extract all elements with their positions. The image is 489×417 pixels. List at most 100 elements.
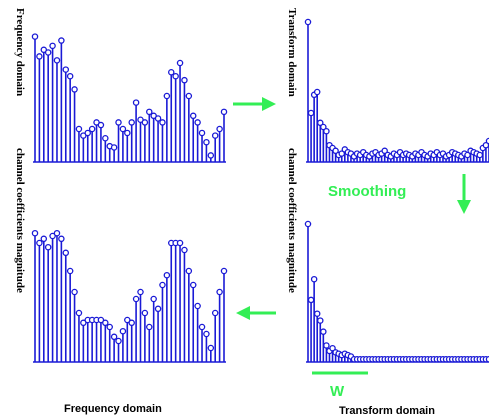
stem-marker: [159, 119, 166, 126]
stem-marker: [198, 323, 206, 331]
stem-marker: [141, 309, 149, 317]
stem-marker: [97, 121, 105, 129]
stem-marker: [146, 108, 153, 116]
stem-marker: [185, 267, 193, 275]
stem-marker: [53, 57, 61, 64]
left-vertical-label-bottom: channel coefficients magnitude: [14, 148, 26, 293]
stem-marker: [181, 76, 188, 84]
stem-marker: [58, 37, 65, 44]
stem-marker: [198, 129, 206, 137]
stem-marker: [207, 152, 215, 159]
right-vertical-label-bottom: channel coefficients magnitude: [286, 148, 298, 293]
stem-marker: [71, 86, 78, 93]
stem-plot-frequency-domain-original: [31, 33, 228, 163]
stem-marker: [220, 267, 228, 275]
stem-marker: [189, 281, 197, 289]
stem-marker: [146, 323, 153, 331]
stem-marker: [115, 119, 122, 126]
stem-marker: [97, 316, 105, 324]
stem-marker: [476, 151, 484, 159]
stem-marker: [168, 68, 175, 76]
stem-marker: [154, 305, 162, 313]
stem-marker: [216, 288, 223, 296]
stem-marker: [176, 239, 184, 247]
stem-plot-transform-domain-smoothed: [304, 220, 489, 363]
stem-marker: [49, 232, 56, 240]
stem-marker: [66, 72, 74, 80]
stem-marker: [307, 109, 315, 117]
stem-marker: [181, 246, 188, 254]
stem-marker: [62, 249, 70, 257]
stem-marker: [194, 119, 201, 126]
stem-marker: [88, 125, 96, 133]
stem-marker: [53, 229, 61, 237]
stem-marker: [185, 92, 193, 100]
stem-marker: [320, 123, 327, 131]
stem-marker: [110, 144, 118, 151]
stem-marker: [323, 342, 330, 349]
smoothing-label: Smoothing: [328, 183, 406, 200]
stem-marker: [329, 344, 336, 352]
stem-marker: [128, 319, 135, 327]
left-vertical-label-top: Frequency domain: [14, 8, 26, 96]
stem-marker: [207, 344, 215, 352]
stem-marker: [66, 267, 74, 275]
stem-marker: [203, 138, 210, 146]
stem-marker: [58, 235, 65, 243]
stem-marker: [84, 129, 91, 137]
stem-marker: [310, 275, 318, 283]
stem-marker: [102, 134, 109, 142]
stem-marker: [62, 66, 70, 73]
stem-marker: [36, 53, 43, 60]
stem-marker: [75, 125, 83, 133]
stem-marker: [115, 337, 122, 345]
arrow-left-icon: [236, 306, 276, 320]
stem-marker: [110, 333, 118, 341]
stem-marker: [172, 72, 179, 80]
stem-marker: [159, 281, 166, 289]
stem-marker: [317, 119, 324, 127]
stem-marker: [194, 302, 201, 310]
stem-marker: [119, 327, 127, 335]
stem-marker: [132, 99, 140, 106]
stem-marker: [71, 288, 78, 296]
stem-marker: [44, 243, 52, 251]
stem-marker: [31, 33, 39, 40]
stem-marker: [141, 119, 149, 126]
stem-marker: [176, 59, 184, 67]
stem-marker: [44, 49, 52, 56]
stem-marker: [216, 125, 223, 133]
stem-marker: [137, 288, 144, 296]
stem-marker: [313, 310, 321, 317]
arrow-down-icon: [457, 174, 471, 214]
arrow-right-icon: [233, 97, 276, 111]
stem-marker: [128, 119, 135, 126]
stem-marker: [163, 92, 171, 100]
stem-marker: [49, 42, 56, 50]
stem-marker: [106, 323, 113, 331]
stem-marker: [381, 147, 388, 155]
stem-marker: [150, 295, 157, 303]
stem-marker: [304, 18, 312, 26]
stem-marker: [220, 108, 228, 116]
stem-marker: [211, 309, 219, 317]
stem-marker: [317, 317, 324, 324]
window-label: W: [330, 383, 345, 400]
stem-marker: [132, 295, 140, 303]
stem-marker: [211, 132, 219, 139]
stem-marker: [304, 220, 312, 228]
stem-marker: [75, 309, 83, 317]
stem-marker: [307, 296, 315, 304]
stem-marker: [102, 319, 109, 327]
right-vertical-label-top: Transform domain: [286, 8, 298, 97]
stem-marker: [119, 125, 127, 133]
stem-marker: [80, 319, 87, 327]
stem-marker: [332, 147, 339, 155]
bottom-right-label: Transform domain: [339, 405, 435, 417]
stem-marker: [203, 330, 210, 338]
stem-marker: [124, 129, 131, 137]
stem-marker: [189, 112, 197, 120]
stem-plot-frequency-domain-smoothed: [31, 229, 228, 363]
stem-marker: [163, 271, 171, 279]
